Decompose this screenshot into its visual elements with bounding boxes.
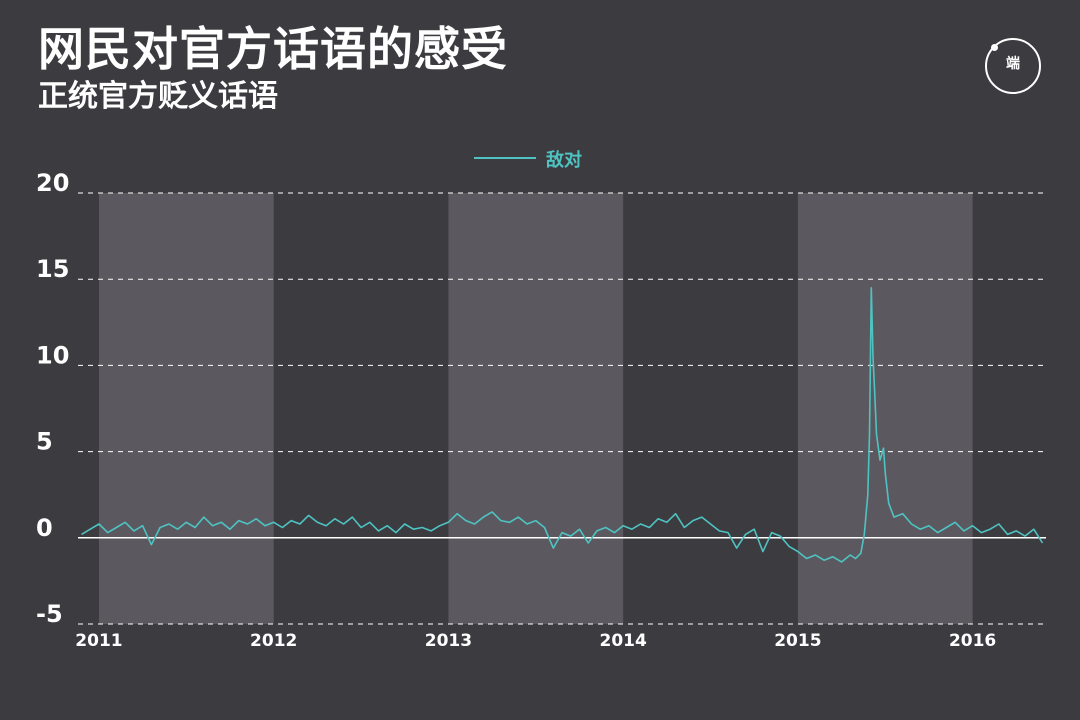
- x-tick-label: 2016: [949, 631, 996, 651]
- y-tick-label: 20: [36, 169, 69, 197]
- legend: 敌对: [474, 149, 582, 171]
- x-tick-label: 2012: [250, 631, 297, 651]
- y-tick-label: -5: [36, 600, 63, 628]
- year-bands: [99, 193, 973, 624]
- legend-label-hostile: 敌对: [546, 149, 582, 171]
- y-tick-label: 10: [36, 341, 69, 369]
- y-tick-label: 0: [36, 514, 53, 542]
- x-tick-label: 2013: [425, 631, 472, 651]
- x-axis-ticks: 2011 2012 2013 2014 2015 2016: [75, 631, 996, 651]
- x-tick-label: 2015: [774, 631, 821, 651]
- y-tick-label: 5: [36, 428, 53, 456]
- y-tick-label: 15: [36, 255, 69, 283]
- y-axis-ticks: 20 15 10 5 0 -5: [36, 169, 69, 628]
- year-band-1: [448, 193, 623, 624]
- year-band-0: [99, 193, 274, 624]
- x-tick-label: 2014: [599, 631, 646, 651]
- x-tick-label: 2011: [75, 631, 122, 651]
